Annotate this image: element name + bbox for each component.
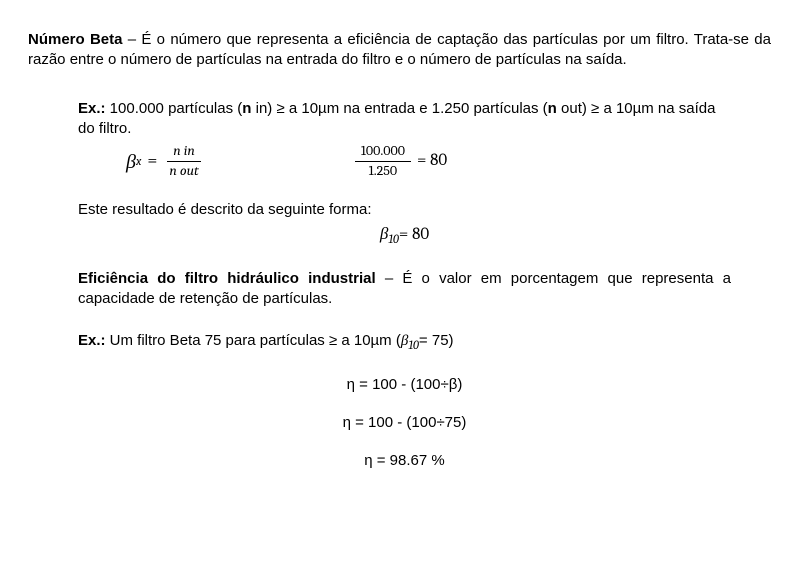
beta10-formula: β10= 80 (78, 224, 731, 247)
eta-formula-1: η = 100 - (100÷β) (78, 375, 731, 395)
beta-symbol: β (126, 148, 136, 175)
intro-rest: – É o número que representa a eficiência… (28, 31, 771, 68)
ex2-beta-sub: 10 (408, 338, 419, 352)
beta10-sub: 10 (388, 232, 399, 246)
formula-row: βx = n in n out 100.000 1.250 = 80 (126, 143, 731, 180)
intro-bold: Número Beta (28, 31, 122, 48)
beta10-val: = 80 (399, 225, 429, 244)
ex2-beta-val: = 75) (419, 332, 454, 349)
example1-text: Ex.: 100.000 partículas ( n in) ≥ a 10µm … (78, 99, 731, 140)
frac2-result: = 80 (417, 150, 447, 173)
frac1-num-in: in (184, 142, 195, 159)
efficiency-paragraph: Eficiência do filtro hidráulico industri… (78, 269, 731, 310)
frac1-den-out: out (180, 162, 199, 179)
frac2-den: 1.250 (363, 162, 403, 180)
example1-label: Ex.: (78, 100, 106, 117)
frac1-num-n: n (173, 142, 184, 159)
example2-label: Ex.: (78, 332, 106, 349)
result-description: Este resultado é descrito da seguinte fo… (78, 200, 731, 220)
fraction-symbolic: n in n out (163, 143, 205, 180)
frac1-den-n: n (169, 162, 180, 179)
intro-paragraph: Número Beta – É o número que representa … (28, 30, 771, 71)
ex1-out: out (557, 100, 582, 117)
eta-formula-3: η = 98.67 % (78, 451, 731, 471)
ex1-in: in (251, 100, 267, 117)
ex1-n2: n (548, 100, 557, 117)
fraction-numeric: 100.000 1.250 (355, 143, 411, 180)
efficiency-bold: Eficiência do filtro hidráulico industri… (78, 270, 376, 287)
eta-formula-2: η = 100 - (100÷75) (78, 413, 731, 433)
frac2-num: 100.000 (355, 143, 411, 162)
ex1-part-b: ) ≥ a 10µm na entrada e 1.250 partículas… (267, 100, 547, 117)
example2-text: Ex.: Um filtro Beta 75 para partículas ≥… (78, 330, 731, 353)
ex1-part-a: 100.000 partículas ( (106, 100, 243, 117)
beta-sub-x: x (136, 153, 141, 169)
ex2-part-a: Um filtro Beta 75 para partículas ≥ a 10… (106, 332, 401, 349)
equals-1: = (147, 149, 157, 173)
